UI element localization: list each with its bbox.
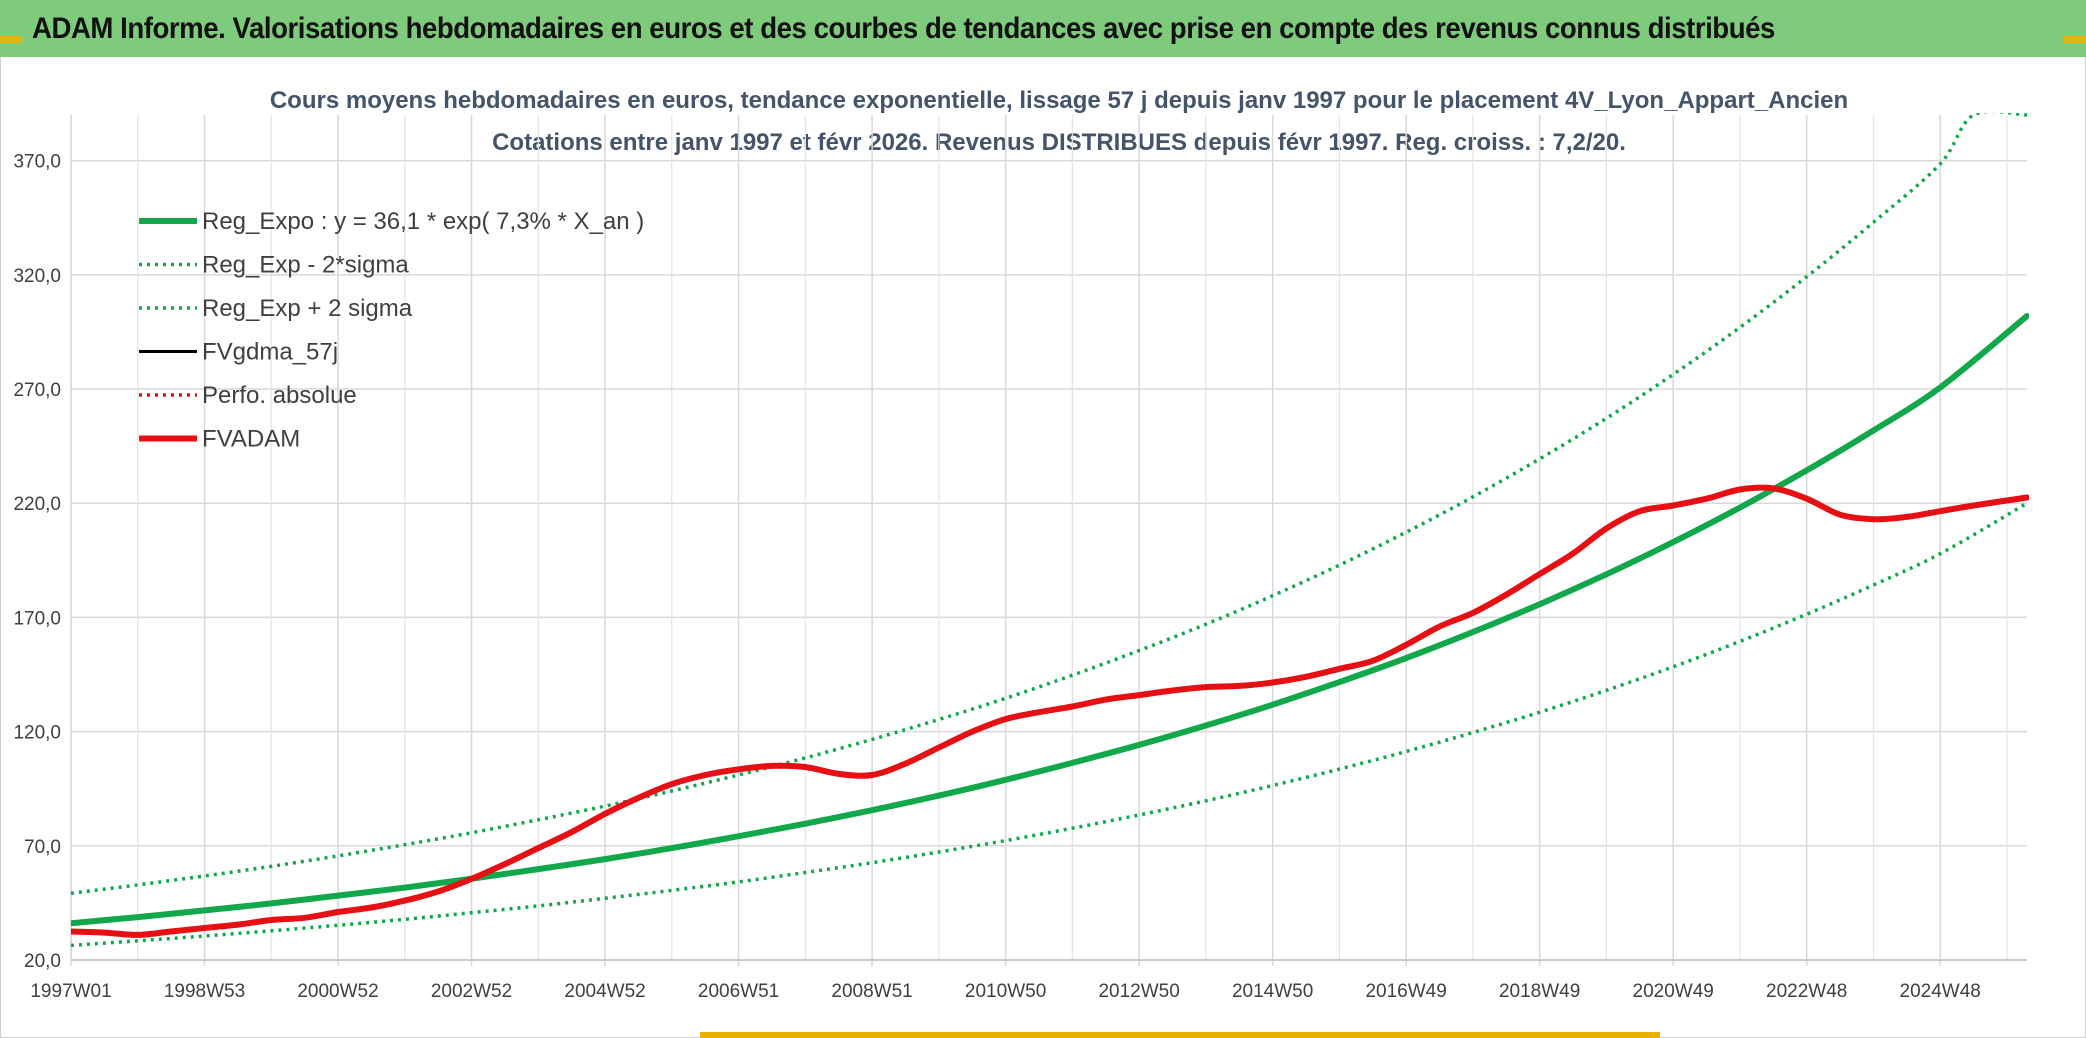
series-line-2 (71, 113, 2028, 896)
chart-subtitle: Cotations entre janv 1997 et févr 2026. … (492, 129, 1626, 156)
legend-label: FVgdma_57j (202, 339, 338, 366)
x-tick-label: 2014W50 (1232, 981, 1313, 1002)
x-tick-label: 2000W52 (297, 981, 378, 1002)
x-tick-label: 1997W01 (30, 981, 111, 1002)
x-tick-label: 2020W49 (1633, 981, 1714, 1002)
report-title: ADAM Informe. Valorisations hebdomadaire… (32, 11, 1775, 45)
x-tick-label: 2008W51 (831, 981, 912, 1002)
x-tick-label: 2004W52 (564, 981, 645, 1002)
y-tick-label: 320,0 (13, 266, 61, 287)
chart-title: Cours moyens hebdomadaires en euros, ten… (270, 87, 1848, 114)
y-tick-label: 120,0 (13, 723, 61, 744)
line-chart: Cours moyens hebdomadaires en euros, ten… (13, 87, 2029, 1002)
legend-label: Reg_Exp - 2*sigma (202, 252, 409, 279)
y-tick-label: 370,0 (13, 152, 61, 173)
x-tick-label: 2006W51 (698, 981, 779, 1002)
chart-area: Cours moyens hebdomadaires en euros, ten… (0, 57, 2086, 1038)
corner-accent-right (2064, 36, 2086, 43)
series-line-0 (71, 313, 2029, 927)
report-banner: ADAM Informe. Valorisations hebdomadaire… (0, 0, 2086, 57)
x-tick-label: 2010W50 (965, 981, 1046, 1002)
y-tick-label: 220,0 (13, 494, 61, 515)
y-tick-label: 70,0 (24, 837, 61, 858)
corner-accent-left (0, 36, 22, 43)
y-tick-label: 270,0 (13, 380, 61, 401)
series-line-1 (71, 501, 2028, 948)
x-tick-label: 2002W52 (431, 981, 512, 1002)
legend-label: Reg_Exp + 2 sigma (202, 295, 413, 322)
series-line-5 (71, 484, 2029, 938)
x-tick-label: 2012W50 (1098, 981, 1179, 1002)
y-tick-label: 20,0 (24, 951, 61, 972)
x-tick-label: 2018W49 (1499, 981, 1580, 1002)
x-tick-label: 2016W49 (1365, 981, 1446, 1002)
legend-label: Reg_Expo : y = 36,1 * exp( 7,3% * X_an ) (202, 208, 644, 235)
x-tick-label: 1998W53 (164, 981, 245, 1002)
legend-label: Perfo. absolue (202, 382, 357, 409)
x-tick-label: 2024W48 (1900, 981, 1981, 1002)
legend-label: FVADAM (202, 426, 300, 453)
y-tick-label: 170,0 (13, 608, 61, 629)
bottom-accent-strip (700, 1032, 1660, 1038)
x-tick-label: 2022W48 (1766, 981, 1847, 1002)
